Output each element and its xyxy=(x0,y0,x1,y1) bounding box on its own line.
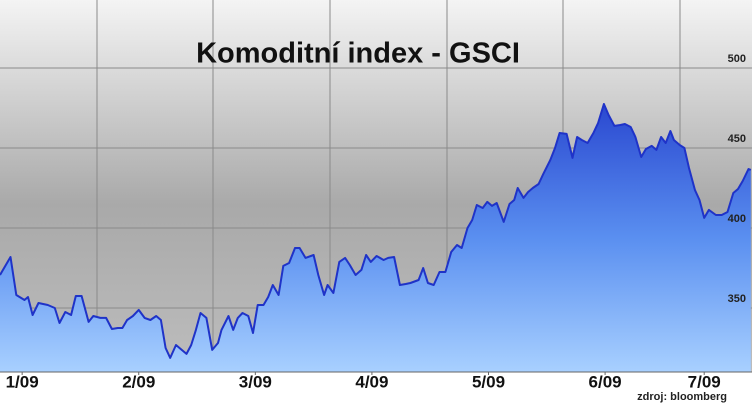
x-tick-label: 4/09 xyxy=(355,372,388,391)
y-tick-label: 500 xyxy=(728,53,746,65)
y-tick-label: 350 xyxy=(728,293,746,305)
x-tick-label: 7/09 xyxy=(688,372,721,391)
line xyxy=(0,103,752,359)
x-tick-label: 6/09 xyxy=(589,372,622,391)
y-tick-label: 400 xyxy=(728,213,746,225)
x-tick-label: 1/09 xyxy=(6,372,39,391)
x-tick-label: 5/09 xyxy=(472,372,505,391)
chart-title: Komoditní index - GSCI xyxy=(196,38,520,70)
x-tick-label: 3/09 xyxy=(239,372,272,391)
source-note: zdroj: bloomberg xyxy=(637,391,727,403)
y-tick-label: 450 xyxy=(728,133,746,145)
x-tick-label: 2/09 xyxy=(122,372,155,391)
area xyxy=(0,104,751,372)
